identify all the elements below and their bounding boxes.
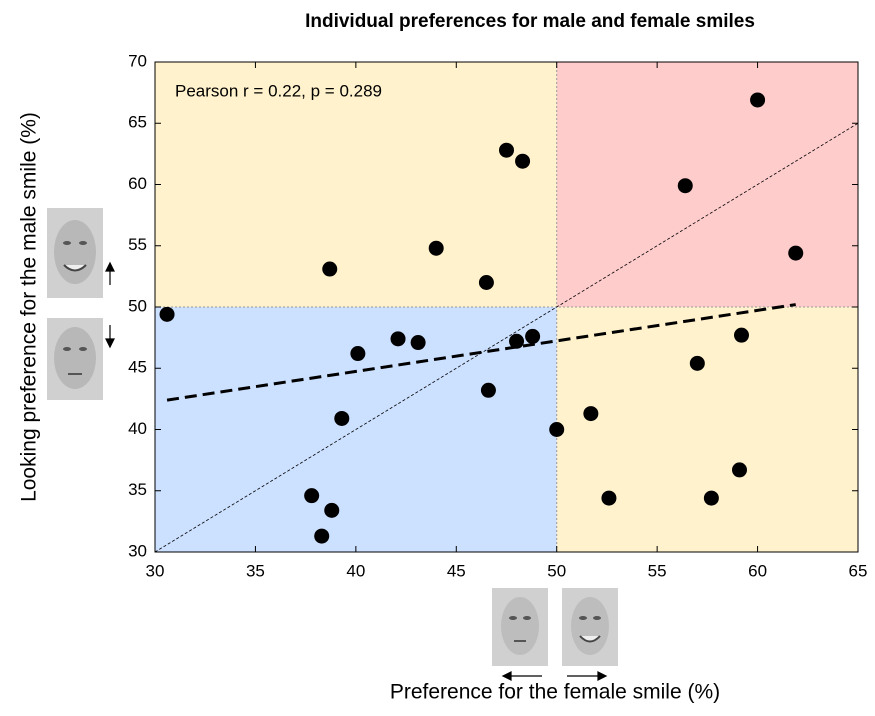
y-axis-label: Looking preference for the male smile (%… bbox=[18, 112, 41, 502]
point bbox=[478, 275, 494, 290]
male-smile-face bbox=[47, 208, 103, 298]
x-tick-label: 55 bbox=[648, 561, 667, 580]
trend-line bbox=[166, 303, 796, 402]
point bbox=[731, 462, 747, 478]
plot-frame bbox=[154, 61, 859, 553]
reference-line bbox=[154, 122, 859, 553]
point bbox=[703, 490, 719, 506]
quadrant bbox=[556, 62, 858, 307]
quadrant bbox=[155, 62, 557, 307]
point bbox=[788, 245, 804, 261]
point bbox=[159, 306, 175, 322]
point bbox=[509, 333, 525, 349]
point bbox=[750, 92, 766, 108]
point bbox=[322, 261, 338, 277]
x-tick-label: 45 bbox=[447, 561, 466, 580]
female-smile-face bbox=[562, 588, 618, 666]
y-tick-label: 30 bbox=[128, 541, 147, 560]
x-tick-label: 40 bbox=[346, 561, 365, 580]
arrows bbox=[105, 261, 608, 681]
y-tick-label: 50 bbox=[128, 296, 147, 315]
point bbox=[583, 406, 599, 422]
point bbox=[428, 240, 444, 256]
point bbox=[324, 502, 340, 518]
y-tick-label: 55 bbox=[128, 235, 147, 254]
y-tick-label: 40 bbox=[128, 419, 147, 438]
female-neutral-face bbox=[492, 588, 548, 666]
point bbox=[549, 422, 565, 437]
point bbox=[334, 410, 350, 426]
point bbox=[314, 528, 330, 544]
point bbox=[525, 328, 541, 344]
x-axis-label: Preference for the female smile (%) bbox=[390, 681, 720, 704]
y-tick-label: 70 bbox=[128, 51, 147, 70]
x-tick-label: 50 bbox=[547, 561, 566, 580]
point bbox=[480, 382, 496, 398]
point bbox=[689, 355, 705, 371]
x-tick-label: 60 bbox=[748, 561, 767, 580]
annotation: Pearson r = 0.22, p = 0.289 bbox=[175, 81, 382, 100]
y-tick-label: 60 bbox=[128, 174, 147, 193]
chart-title: Individual preferences for male and fema… bbox=[305, 11, 755, 32]
point bbox=[601, 490, 617, 506]
point bbox=[677, 178, 693, 194]
quadrant bbox=[556, 307, 858, 552]
point bbox=[390, 331, 406, 347]
y-tick-label: 65 bbox=[128, 113, 147, 132]
point bbox=[734, 327, 750, 343]
male-neutral-face bbox=[47, 318, 103, 400]
x-tick-label: 65 bbox=[849, 561, 868, 580]
point bbox=[499, 142, 514, 158]
point bbox=[515, 153, 531, 169]
x-tick-label: 30 bbox=[146, 561, 165, 580]
x-tick-label: 35 bbox=[246, 561, 265, 580]
point bbox=[410, 335, 426, 351]
y-tick-label: 35 bbox=[128, 480, 147, 499]
y-tick-label: 45 bbox=[128, 358, 147, 377]
point bbox=[350, 346, 366, 362]
point bbox=[304, 488, 320, 504]
